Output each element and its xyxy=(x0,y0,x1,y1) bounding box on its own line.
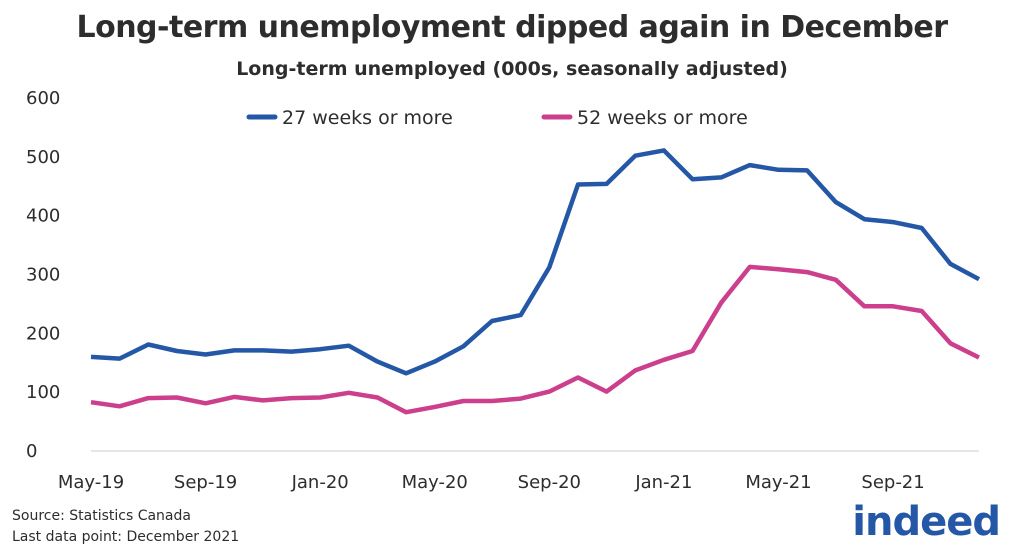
y-tick-label: 300 xyxy=(26,265,60,286)
chart-title: Long-term unemployment dipped again in D… xyxy=(76,10,948,45)
x-tick-label: May-21 xyxy=(745,472,811,493)
y-tick-label: 100 xyxy=(26,382,60,403)
y-tick-label: 500 xyxy=(26,147,60,168)
series-line-52-weeks xyxy=(90,264,981,415)
y-tick-label: 600 xyxy=(26,88,60,109)
chart-subtitle: Long-term unemployed (000s, seasonally a… xyxy=(236,58,788,80)
legend-label: 52 weeks or more xyxy=(577,107,748,129)
legend-label: 27 weeks or more xyxy=(282,107,453,129)
x-tick-label: Jan-21 xyxy=(634,472,692,493)
x-tick-label: Sep-19 xyxy=(174,472,237,493)
x-tick-label: May-19 xyxy=(58,472,124,493)
x-tick-label: Sep-20 xyxy=(518,472,581,493)
y-tick-label: 400 xyxy=(26,206,60,227)
x-tick-label: Jan-20 xyxy=(291,472,349,493)
series-line-27-weeks xyxy=(90,148,981,376)
last-data-point-note: Last data point: December 2021 xyxy=(12,529,240,545)
y-tick-label: 0 xyxy=(26,441,37,462)
source-note: Source: Statistics Canada xyxy=(12,508,191,524)
y-tick-label: 200 xyxy=(26,323,60,344)
x-tick-label: Sep-21 xyxy=(861,472,924,493)
indeed-logo: indeed xyxy=(852,499,1001,545)
x-tick-label: May-20 xyxy=(402,472,468,493)
